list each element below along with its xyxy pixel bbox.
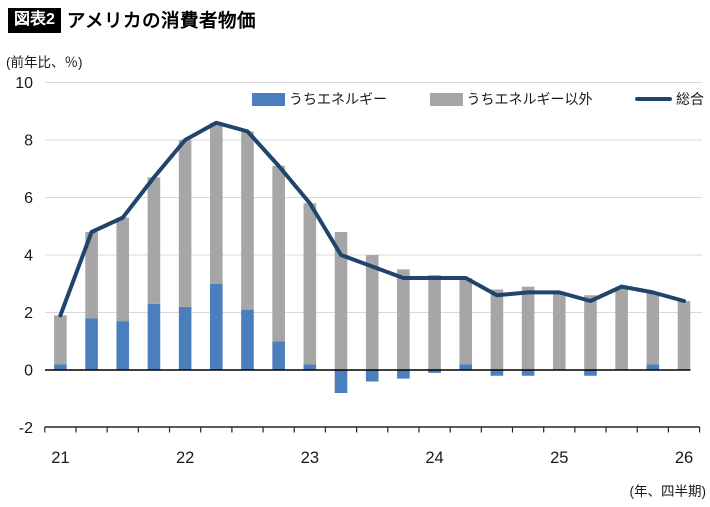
svg-text:26: 26: [675, 449, 693, 467]
svg-text:21: 21: [51, 449, 69, 467]
svg-text:23: 23: [301, 449, 319, 467]
legend-swatch-total-line: [635, 97, 672, 101]
page-title: アメリカの消費者物価: [66, 10, 256, 31]
svg-text:0: 0: [24, 363, 33, 380]
x-axis-unit-label: (年、四半期): [629, 484, 707, 499]
legend-label-non-energy: うちエネルギー以外: [466, 91, 593, 107]
chart-legend: うちエネルギー うちエネルギー以外 総合: [252, 89, 704, 109]
svg-text:24: 24: [425, 449, 443, 467]
svg-text:2: 2: [24, 305, 33, 322]
svg-text:10: 10: [15, 75, 33, 92]
svg-text:8: 8: [24, 133, 33, 150]
y-axis-unit-label: (前年比、％): [6, 55, 83, 70]
svg-text:-2: -2: [19, 420, 33, 437]
legend-item-non-energy: うちエネルギー以外: [429, 89, 593, 109]
legend-item-energy: うちエネルギー: [252, 89, 387, 109]
svg-text:25: 25: [550, 449, 568, 467]
svg-text:4: 4: [24, 248, 33, 265]
legend-label-total: 総合: [676, 91, 704, 107]
figure-number-tag: 図表2: [8, 7, 61, 33]
svg-text:22: 22: [176, 449, 194, 467]
legend-swatch-energy-bar: [252, 92, 285, 106]
legend-label-energy: うちエネルギー: [289, 91, 387, 107]
svg-text:6: 6: [24, 190, 33, 207]
page-title-row: 図表2 アメリカの消費者物価: [8, 7, 256, 33]
legend-swatch-non-energy-bar: [429, 92, 463, 106]
legend-item-total: 総合: [635, 89, 704, 109]
